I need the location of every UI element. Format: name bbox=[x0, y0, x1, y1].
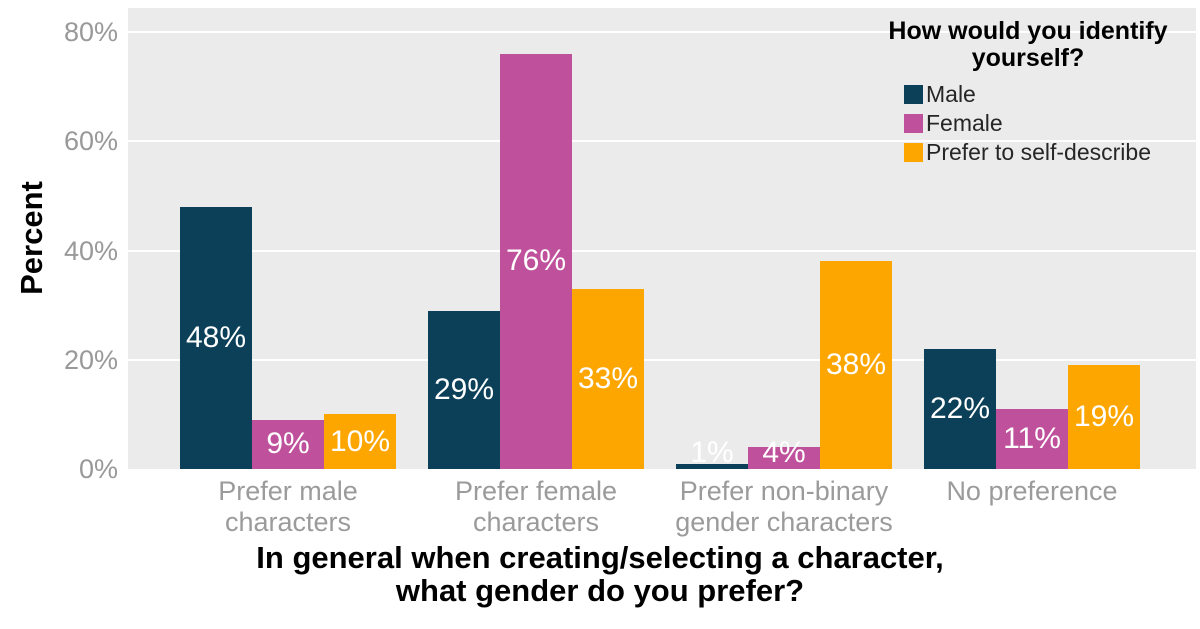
y-tick-label-0%: 0% bbox=[78, 454, 118, 484]
bar-male-1: 48% bbox=[180, 206, 252, 469]
x-tick-label-line: characters bbox=[472, 507, 600, 537]
x-tick-label-line: Prefer male bbox=[218, 476, 358, 506]
x-tick-label-2: Prefer female characters bbox=[376, 476, 696, 538]
bar-prefer-to-self-describe-1: 10% bbox=[324, 414, 396, 469]
gridline-80pct bbox=[128, 31, 1196, 33]
bar-male-2: 29% bbox=[428, 310, 500, 469]
x-axis-title-line-1: In general when creating/selecting a cha… bbox=[256, 540, 944, 575]
legend-swatch-icon bbox=[904, 143, 923, 162]
x-axis-title: In general when creating/selecting a cha… bbox=[0, 541, 1200, 607]
legend-item-label: Prefer to self-describe bbox=[926, 139, 1151, 165]
bar-value-label: 4% bbox=[762, 436, 806, 469]
legend-swatch-icon bbox=[904, 85, 923, 104]
bar-value-label: 10% bbox=[329, 424, 391, 458]
bar-female-1: 9% bbox=[252, 419, 324, 469]
legend-title-line-1: How would you identify bbox=[888, 17, 1168, 45]
x-tick-label-3: Prefer non-binary gender characters bbox=[624, 476, 944, 538]
gridline-60pct bbox=[128, 140, 1196, 143]
bar-value-label: 76% bbox=[505, 244, 567, 278]
x-tick-label-line: Prefer non-binary bbox=[679, 476, 889, 506]
x-tick-label-line: gender characters bbox=[675, 507, 893, 537]
bar-value-label: 9% bbox=[266, 427, 310, 461]
x-tick-label-line: characters bbox=[224, 507, 352, 537]
x-tick-label-line: No preference bbox=[946, 476, 1118, 506]
legend-items: Male Female Prefer to self-describe bbox=[856, 80, 1200, 167]
y-tick-label-20%: 20% bbox=[63, 344, 118, 375]
bar-female-2: 76% bbox=[500, 53, 572, 469]
bar-prefer-to-self-describe-3: 38% bbox=[820, 261, 892, 469]
bar-value-label: 19% bbox=[1073, 400, 1135, 434]
bar-prefer-to-self-describe-4: 19% bbox=[1068, 365, 1140, 469]
x-tick-label-4: No preference bbox=[872, 476, 1192, 507]
legend-item-prefer-to-self-describe: Prefer to self-describe bbox=[904, 138, 1200, 167]
legend-title: How would you identify yourself? bbox=[856, 18, 1200, 72]
bar-value-label: 33% bbox=[577, 361, 639, 395]
x-tick-label-line: Prefer female bbox=[454, 476, 618, 506]
legend-item-label: Female bbox=[926, 110, 1003, 136]
legend-item-label: Male bbox=[926, 81, 976, 107]
bar-value-label: 1% bbox=[690, 436, 734, 469]
bar-value-label: 38% bbox=[825, 348, 887, 382]
bar-value-label: 48% bbox=[185, 320, 247, 354]
bar-prefer-to-self-describe-2: 33% bbox=[572, 288, 644, 469]
bar-female-4: 11% bbox=[996, 408, 1068, 469]
legend-swatch-icon bbox=[904, 114, 923, 133]
bar-male-4: 22% bbox=[924, 348, 996, 469]
y-tick-label-40%: 40% bbox=[63, 235, 118, 266]
bar-value-label: 11% bbox=[1003, 421, 1061, 455]
x-tick-label-1: Prefer male characters bbox=[128, 476, 448, 538]
bar-value-label: 29% bbox=[433, 372, 495, 406]
bar-female-3: 4% bbox=[748, 437, 820, 469]
y-tick-label-80%: 80% bbox=[63, 17, 118, 47]
legend: How would you identify yourself? Male Fem… bbox=[856, 18, 1200, 167]
legend-title-line-2: yourself? bbox=[971, 44, 1085, 72]
plot-area: 48% 29% 1% 22% 9% 76% 4% 11% 10% 33% 38% 19% bbox=[128, 8, 1196, 469]
legend-item-male: Male bbox=[904, 80, 1200, 109]
legend-item-female: Female bbox=[904, 109, 1200, 138]
gridline-40pct bbox=[128, 249, 1196, 252]
gridline-20pct bbox=[128, 358, 1196, 361]
x-axis-title-line-2: what gender do you prefer? bbox=[395, 573, 805, 608]
bar-male-3: 1% bbox=[676, 437, 748, 469]
y-tick-label-60%: 60% bbox=[63, 126, 118, 157]
bar-value-label: 22% bbox=[929, 391, 991, 425]
